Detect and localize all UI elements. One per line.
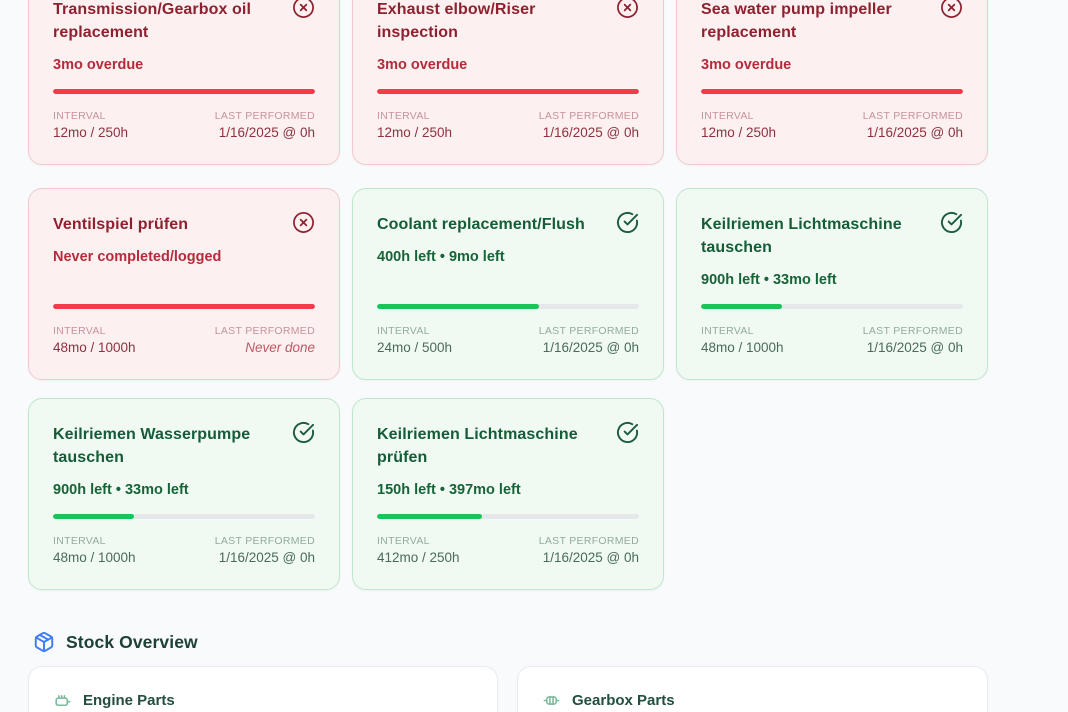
task-status: 3mo overdue [377, 57, 468, 73]
task-title: Ventilspiel prüfen [53, 216, 189, 233]
maintenance-card[interactable]: Sea water pump impeller replacement 3mo … [676, 0, 988, 165]
task-title: Transmission/Gearbox oil replacement [53, 1, 252, 41]
last-performed-label: LAST PERFORMED [214, 325, 315, 337]
task-title: Keilriemen Lichtmaschine prüfen [377, 426, 578, 466]
interval-value: 12mo / 250h [53, 125, 129, 140]
progress-bar [377, 514, 639, 519]
task-status: 900h left • 33mo left [701, 272, 837, 288]
circle-check-icon [292, 421, 315, 444]
task-title: Sea water pump impeller replacement [701, 1, 892, 41]
task-title: Exhaust elbow/Riser inspection [377, 1, 536, 41]
maintenance-card[interactable]: Exhaust elbow/Riser inspection 3mo overd… [352, 0, 664, 165]
progress-bar [53, 89, 315, 94]
last-performed-value: 1/16/2025 @ 0h [218, 550, 315, 565]
progress-bar [53, 514, 315, 519]
stock-category-card[interactable]: Engine Parts [28, 666, 498, 712]
interval-label: INTERVAL [377, 110, 430, 122]
task-status: 400h left • 9mo left [377, 249, 505, 265]
interval-value: 48mo / 1000h [701, 340, 784, 355]
maintenance-card[interactable]: Keilriemen Lichtmaschine prüfen 150h lef… [352, 398, 664, 590]
stock-category-card[interactable]: Gearbox Parts [517, 666, 988, 712]
circle-x-icon [616, 0, 639, 19]
maintenance-card[interactable]: Transmission/Gearbox oil replacement 3mo… [28, 0, 340, 165]
interval-value: 24mo / 500h [377, 340, 453, 355]
interval-value: 12mo / 250h [701, 125, 777, 140]
last-performed-value: 1/16/2025 @ 0h [218, 125, 315, 140]
interval-label: INTERVAL [53, 535, 106, 547]
task-title: Coolant replacement/Flush [377, 216, 585, 233]
task-status: Never completed/logged [53, 249, 222, 265]
stock-overview-header: Stock Overview [33, 631, 198, 653]
maintenance-card[interactable]: Ventilspiel prüfen Never completed/logge… [28, 188, 340, 380]
interval-label: INTERVAL [377, 325, 430, 337]
task-status: 3mo overdue [53, 57, 144, 73]
last-performed-label: LAST PERFORMED [538, 535, 639, 547]
task-status: 900h left • 33mo left [53, 482, 189, 498]
package-icon [33, 631, 55, 653]
progress-bar [377, 89, 639, 94]
last-performed-value: 1/16/2025 @ 0h [542, 340, 639, 355]
circle-x-icon [292, 0, 315, 19]
interval-value: 412mo / 250h [377, 550, 460, 565]
maintenance-card[interactable]: Keilriemen Wasserpumpe tauschen 900h lef… [28, 398, 340, 590]
interval-label: INTERVAL [377, 535, 430, 547]
last-performed-label: LAST PERFORMED [862, 110, 963, 122]
last-performed-value: 1/16/2025 @ 0h [542, 550, 639, 565]
progress-bar [701, 304, 963, 309]
engine-icon [53, 691, 72, 710]
interval-label: INTERVAL [53, 325, 106, 337]
last-performed-label: LAST PERFORMED [538, 325, 639, 337]
interval-value: 12mo / 250h [377, 125, 453, 140]
task-title: Keilriemen Wasserpumpe tauschen [53, 426, 251, 466]
interval-label: INTERVAL [53, 110, 106, 122]
last-performed-value: 1/16/2025 @ 0h [542, 125, 639, 140]
maintenance-card[interactable]: Coolant replacement/Flush 400h left • 9m… [352, 188, 664, 380]
last-performed-label: LAST PERFORMED [214, 535, 315, 547]
last-performed-value: Never done [245, 340, 315, 355]
task-status: 150h left • 397mo left [377, 482, 521, 498]
last-performed-label: LAST PERFORMED [862, 325, 963, 337]
interval-value: 48mo / 1000h [53, 550, 136, 565]
circle-check-icon [616, 421, 639, 444]
task-status: 3mo overdue [701, 57, 792, 73]
circle-check-icon [940, 211, 963, 234]
last-performed-label: LAST PERFORMED [214, 110, 315, 122]
gearbox-icon [542, 691, 561, 710]
interval-label: INTERVAL [701, 110, 754, 122]
circle-x-icon [940, 0, 963, 19]
circle-x-icon [292, 211, 315, 234]
progress-bar [53, 304, 315, 309]
last-performed-label: LAST PERFORMED [538, 110, 639, 122]
progress-bar [377, 304, 639, 309]
stock-category-title: Engine Parts [83, 692, 175, 709]
circle-check-icon [616, 211, 639, 234]
interval-label: INTERVAL [701, 325, 754, 337]
stock-category-title: Gearbox Parts [572, 692, 675, 709]
progress-bar [701, 89, 963, 94]
task-title: Keilriemen Lichtmaschine tauschen [701, 216, 902, 256]
last-performed-value: 1/16/2025 @ 0h [866, 340, 963, 355]
interval-value: 48mo / 1000h [53, 340, 136, 355]
section-title: Stock Overview [66, 631, 198, 652]
maintenance-card[interactable]: Keilriemen Lichtmaschine tauschen 900h l… [676, 188, 988, 380]
last-performed-value: 1/16/2025 @ 0h [866, 125, 963, 140]
